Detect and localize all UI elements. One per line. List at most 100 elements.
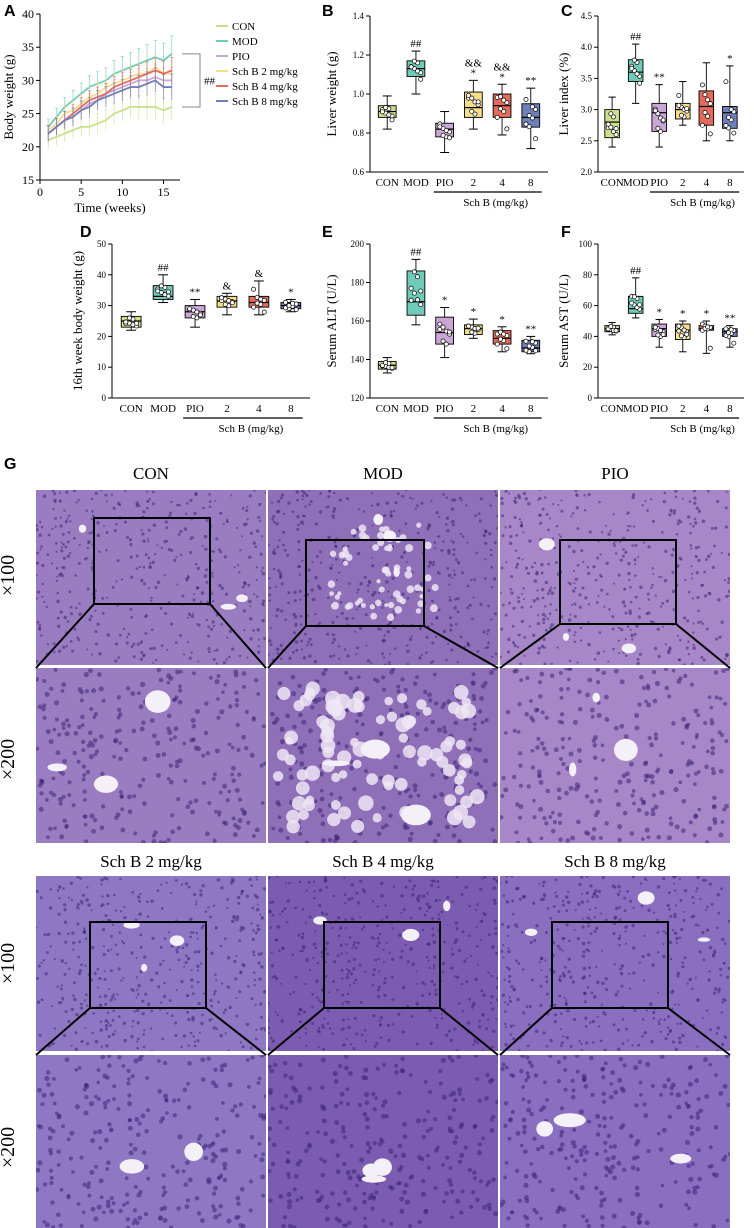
data-point [523,347,529,353]
nucleus [179,553,183,557]
nucleus [398,529,401,533]
nucleus [656,627,660,631]
nucleus [151,936,155,941]
nucleus [538,779,544,785]
nucleus [517,634,520,637]
nucleus [537,614,540,617]
nucleus [548,815,553,819]
nucleus [335,1153,340,1158]
nucleus [38,623,41,627]
nucleus [50,1005,53,1008]
nucleus [504,526,507,529]
nucleus [279,726,285,732]
nucleus [514,549,518,552]
nucleus [342,1161,347,1167]
nucleus [503,787,509,793]
nucleus [466,1021,471,1025]
nucleus [595,965,598,969]
nucleus [723,942,727,945]
data-point [475,325,481,331]
nucleus [618,651,621,655]
nucleus [141,777,146,782]
nucleus [270,1106,275,1111]
group-label: Sch B (mg/kg) [219,423,284,435]
nucleus [196,1137,201,1141]
nucleus [681,1033,685,1038]
nucleus [418,906,422,911]
nucleus [139,945,143,949]
nucleus [159,1207,164,1212]
nucleus [614,993,618,997]
nucleus [419,582,424,586]
nucleus [629,600,633,604]
fat-vacuole [457,769,467,780]
nucleus [446,529,450,533]
nucleus [185,502,189,505]
vessel-lumen [361,1175,387,1183]
nucleus [415,1042,419,1046]
x-tick-label: 8 [288,403,294,415]
nucleus [546,1012,550,1016]
nucleus [483,912,487,917]
nucleus [64,545,68,549]
nucleus [506,650,511,654]
nucleus [634,562,637,566]
nucleus [170,622,174,626]
nucleus [234,977,238,981]
nucleus [68,967,71,970]
nucleus [235,526,239,530]
nucleus [288,774,294,780]
nucleus [668,1029,673,1034]
data-point [504,346,510,352]
nucleus [199,893,203,897]
nucleus [184,512,188,515]
nucleus [219,944,223,948]
nucleus [137,783,143,789]
nucleus [192,593,195,596]
nucleus [579,626,583,630]
panel-letter-a: A [4,3,16,20]
nucleus [60,1001,63,1004]
nucleus [667,1026,670,1029]
nucleus [580,900,585,904]
nucleus [638,652,642,656]
nucleus [252,541,257,545]
nucleus [379,627,382,631]
nucleus [123,1038,127,1043]
nucleus [511,774,517,780]
nucleus [363,1067,369,1073]
nucleus [61,984,64,987]
nucleus [724,803,729,809]
nucleus [559,535,563,538]
nucleus [319,550,323,554]
nucleus [637,615,641,619]
nucleus [131,1025,134,1028]
nucleus [348,582,351,585]
nucleus [442,725,447,730]
nucleus [211,605,214,608]
nucleus [601,1091,607,1096]
nucleus [255,566,259,569]
nucleus [90,517,93,521]
data-point [658,128,663,134]
nucleus [297,933,301,937]
nucleus [505,709,511,715]
nucleus [341,1124,346,1130]
nucleus [284,1106,289,1111]
nucleus [433,541,437,544]
nucleus [544,821,549,826]
nucleus [506,925,510,929]
nucleus [168,514,172,518]
nucleus [694,521,698,525]
nucleus [307,1086,312,1091]
nucleus [632,946,636,950]
nucleus [41,595,44,598]
nucleus [49,888,53,891]
nucleus [454,921,459,925]
histology-title-pio: PIO [601,464,629,483]
nucleus [79,900,84,904]
nucleus [310,588,314,592]
nucleus [686,773,691,778]
nucleus [348,936,352,939]
nucleus [463,959,467,963]
